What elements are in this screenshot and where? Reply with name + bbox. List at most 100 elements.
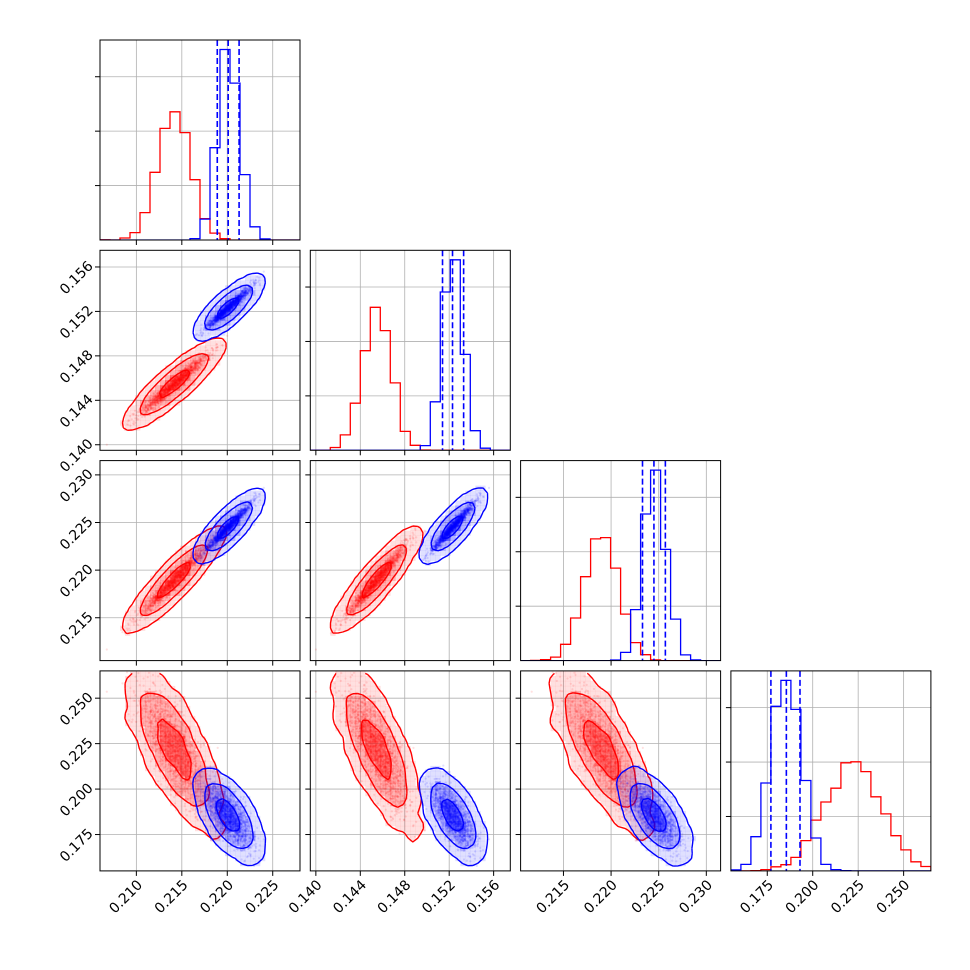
scatter-point: [200, 360, 203, 363]
scatter-point: [215, 343, 218, 346]
scatter-point: [215, 320, 218, 323]
scatter-point: [200, 363, 203, 366]
scatter-point: [239, 297, 243, 300]
density-cell: [130, 425, 136, 431]
scatter-point: [150, 401, 154, 404]
scatter-point: [151, 398, 154, 401]
scatter-point: [199, 363, 202, 366]
scatter-point: [151, 401, 154, 404]
scatter-point: [240, 296, 243, 299]
scatter-point: [239, 293, 242, 296]
scatter-point: [194, 365, 197, 369]
scatter-point: [153, 401, 156, 404]
scatter-point: [209, 322, 212, 325]
scatter-point: [188, 367, 191, 370]
scatter-point: [190, 363, 193, 366]
scatter-point: [203, 356, 206, 359]
density-cell: [155, 375, 161, 381]
scatter-point: [147, 400, 150, 403]
scatter-point: [215, 346, 218, 349]
scatter-point: [196, 368, 199, 372]
scatter-point: [244, 289, 248, 292]
scatter-point: [184, 367, 187, 370]
density-cell: [160, 390, 166, 396]
scatter-point: [155, 396, 158, 399]
scatter-point: [156, 395, 159, 398]
scatter-point: [150, 403, 153, 406]
scatter-point: [156, 395, 159, 398]
scatter-point: [198, 366, 201, 369]
scatter-point: [198, 361, 201, 364]
scatter-point: [148, 408, 151, 411]
scatter-point: [190, 363, 193, 366]
scatter-point: [204, 355, 207, 358]
scatter-point: [157, 395, 160, 398]
scatter-point: [238, 293, 241, 296]
scatter-point: [153, 397, 156, 400]
scatter-point: [194, 363, 197, 366]
scatter-point: [198, 366, 201, 369]
scatter-point: [243, 294, 246, 297]
scatter-point: [147, 408, 150, 412]
scatter-point: [200, 357, 203, 360]
scatter-point: [153, 406, 156, 409]
scatter-point: [193, 372, 196, 375]
scatter-point: [153, 401, 156, 405]
scatter-point: [159, 401, 162, 404]
scatter-point: [137, 410, 140, 413]
scatter-point: [213, 319, 216, 322]
scatter-point: [157, 400, 160, 403]
scatter-point: [216, 349, 219, 352]
scatter-point: [159, 400, 162, 403]
scatter-point: [155, 398, 158, 401]
scatter-point: [195, 361, 198, 364]
scatter-point: [194, 359, 197, 362]
scatter-point: [155, 399, 158, 402]
density-cell: [170, 370, 176, 376]
scatter-point: [193, 368, 196, 371]
scatter-point: [209, 325, 212, 328]
scatter-point: [241, 294, 244, 297]
scatter-point: [154, 407, 157, 411]
scatter-point: [192, 367, 195, 370]
scatter-point: [190, 366, 193, 370]
scatter-point: [190, 364, 194, 367]
density-cell: [145, 420, 151, 426]
scatter-point: [199, 359, 203, 362]
density-cell: [135, 615, 141, 621]
scatter-point: [244, 286, 247, 289]
scatter-point: [159, 400, 162, 403]
scatter-point: [196, 361, 199, 364]
scatter-point: [129, 415, 132, 418]
axes-frame: [309, 249, 511, 451]
scatter-point: [141, 406, 144, 409]
scatter-point: [153, 401, 156, 404]
density-cell: [210, 365, 216, 371]
scatter-point: [156, 393, 159, 396]
scatter-point: [189, 372, 192, 375]
density-cell: [195, 350, 201, 356]
scatter-point: [165, 400, 168, 403]
scatter-point: [193, 363, 196, 366]
density-cell: [185, 555, 191, 561]
scatter-point: [196, 363, 199, 366]
scatter-point: [186, 367, 189, 370]
density-cell: [135, 610, 141, 616]
scatter-point: [189, 366, 193, 369]
scatter-point: [198, 357, 202, 360]
density-cell: [195, 360, 201, 366]
density-cell: [125, 625, 131, 631]
scatter-point: [241, 290, 244, 293]
scatter-point: [201, 359, 204, 362]
scatter-point: [195, 362, 198, 365]
scatter-point: [193, 360, 196, 364]
scatter-point: [190, 365, 193, 369]
density-cell: [135, 405, 141, 411]
density-cell: [195, 345, 201, 351]
scatter-point: [157, 402, 160, 405]
scatter-point: [152, 392, 155, 396]
scatter-point: [165, 397, 168, 400]
scatter-point: [249, 288, 252, 291]
scatter-point: [144, 405, 147, 408]
scatter-point: [208, 326, 212, 329]
